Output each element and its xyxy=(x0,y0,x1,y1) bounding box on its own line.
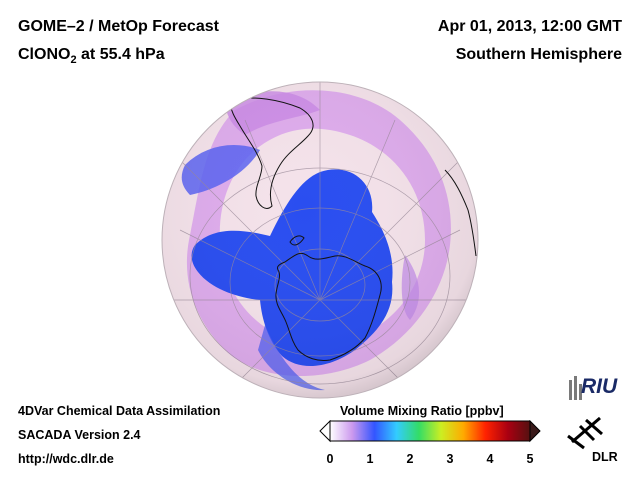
colorbar-bar xyxy=(329,420,531,442)
colorbar-tick-label: 0 xyxy=(326,452,334,466)
hemisphere-label: Southern Hemisphere xyxy=(455,46,622,63)
dlr-logo-icon xyxy=(567,416,603,450)
colorbar-title: Volume Mixing Ratio [ppbv] xyxy=(340,404,504,418)
footer-line-2: SACADA Version 2.4 xyxy=(18,428,141,442)
colorbar-tick-label: 4 xyxy=(486,452,494,466)
globe-outline xyxy=(161,81,479,399)
colorbar-min-arrow xyxy=(319,420,331,443)
colorbar-tick-label: 3 xyxy=(446,452,454,466)
colorbar-max-arrow xyxy=(529,420,541,443)
forecast-datetime: Apr 01, 2013, 12:00 GMT xyxy=(437,18,622,35)
riu-logo-text: RIU xyxy=(581,375,618,398)
page-title: GOME–2 / MetOp Forecast xyxy=(18,18,219,35)
footer-line-1: 4DVar Chemical Data Assimilation xyxy=(18,404,221,418)
footer-url-link[interactable]: http://wdc.dlr.de xyxy=(18,452,114,466)
species-subscript: 2 xyxy=(70,54,77,67)
globe-shading xyxy=(162,82,478,398)
species-label: ClONO2 at 55.4 hPa xyxy=(18,46,165,66)
riu-logo-icon xyxy=(569,376,582,400)
colorbar-tick-label: 5 xyxy=(526,452,534,466)
species-main: ClONO xyxy=(18,46,71,63)
dlr-logo-text: DLR xyxy=(592,450,618,464)
colorbar xyxy=(319,420,541,443)
colorbar-tick-label: 1 xyxy=(366,452,374,466)
colorbar-tick-label: 2 xyxy=(406,452,414,466)
species-level: at 55.4 hPa xyxy=(76,46,165,63)
